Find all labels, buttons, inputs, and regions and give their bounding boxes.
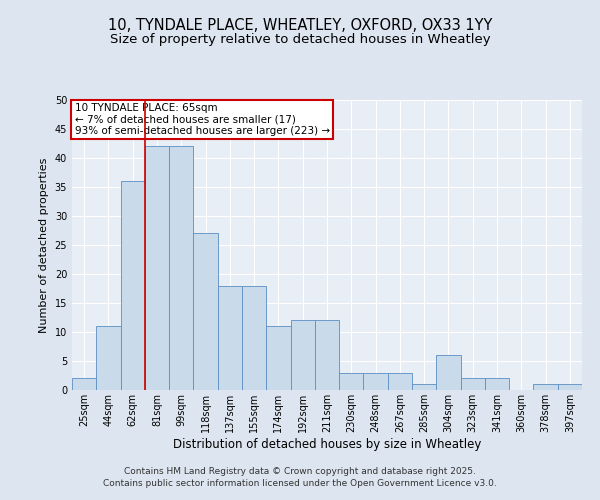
Bar [266,326,290,390]
Bar [315,320,339,390]
X-axis label: Distribution of detached houses by size in Wheatley: Distribution of detached houses by size … [173,438,481,450]
Bar [96,326,121,390]
Bar [533,384,558,390]
Bar [145,146,169,390]
Bar [218,286,242,390]
Bar [558,384,582,390]
Text: 10, TYNDALE PLACE, WHEATLEY, OXFORD, OX33 1YY: 10, TYNDALE PLACE, WHEATLEY, OXFORD, OX3… [108,18,492,32]
Bar [461,378,485,390]
Y-axis label: Number of detached properties: Number of detached properties [39,158,49,332]
Bar [485,378,509,390]
Text: Contains HM Land Registry data © Crown copyright and database right 2025.
Contai: Contains HM Land Registry data © Crown c… [103,466,497,487]
Bar [72,378,96,390]
Bar [169,146,193,390]
Bar [121,181,145,390]
Bar [193,234,218,390]
Bar [290,320,315,390]
Text: Size of property relative to detached houses in Wheatley: Size of property relative to detached ho… [110,32,490,46]
Text: 10 TYNDALE PLACE: 65sqm
← 7% of detached houses are smaller (17)
93% of semi-det: 10 TYNDALE PLACE: 65sqm ← 7% of detached… [74,103,329,136]
Bar [364,372,388,390]
Bar [242,286,266,390]
Bar [436,355,461,390]
Bar [339,372,364,390]
Bar [412,384,436,390]
Bar [388,372,412,390]
